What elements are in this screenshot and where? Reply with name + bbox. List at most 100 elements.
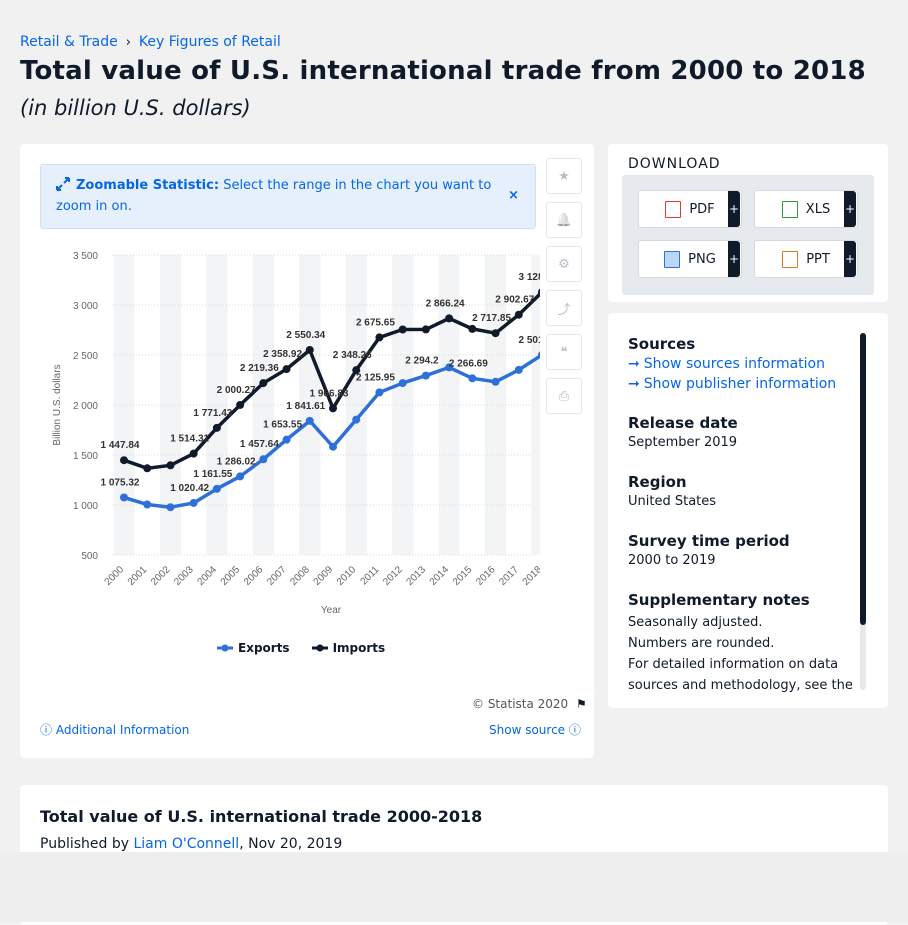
download-pdf-plus[interactable]: + — [728, 191, 740, 227]
ppt-file-icon — [782, 250, 799, 268]
imports-data-label: 2 866.24 — [426, 298, 465, 309]
breadcrumb: Retail & Trade › Key Figures of Retail — [20, 34, 281, 50]
download-ppt-label: PPT — [806, 251, 830, 267]
x-tick-label: 2006 — [242, 564, 266, 588]
imports-data-label: 1 771.43 — [193, 408, 232, 419]
imports-data-label: 2 219.36 — [240, 363, 279, 374]
exports-point — [514, 365, 523, 374]
page-header: Retail & Trade › Key Figures of Retail T… — [0, 0, 908, 155]
y-axis-label: Billion U.S. dollars — [52, 364, 63, 445]
png-file-icon — [664, 250, 681, 268]
imports-point — [514, 310, 523, 319]
statistic-info-card: Sources ➞ Show sources information ➞ Sho… — [608, 313, 888, 708]
x-tick-label: 2004 — [195, 564, 219, 588]
y-tick-label: 3 000 — [73, 301, 98, 312]
share-button[interactable]: ⤴ — [546, 290, 582, 326]
imports-point — [166, 461, 175, 470]
exports-data-label: 1 653.55 — [263, 420, 302, 431]
imports-point — [282, 365, 291, 374]
info-scroll-area[interactable]: Sources ➞ Show sources information ➞ Sho… — [628, 335, 858, 696]
x-tick-label: 2002 — [149, 564, 173, 588]
info-icon: ⓘ — [568, 723, 581, 737]
download-pdf-label: PDF — [689, 201, 715, 217]
exports-point — [282, 435, 291, 444]
release-date-heading: Release date — [628, 414, 738, 432]
show-source-link[interactable]: Show source ⓘ — [489, 721, 581, 738]
download-heading: DOWNLOAD — [628, 156, 721, 172]
imports-point — [329, 404, 337, 413]
download-xls-button[interactable]: XLS — [754, 190, 858, 228]
column-band — [299, 255, 321, 555]
copyright-notice[interactable]: © Statista 2020 ⚑ — [472, 697, 587, 711]
imports-point — [538, 288, 540, 296]
download-png-plus[interactable]: + — [728, 241, 740, 277]
imports-point — [305, 345, 314, 354]
exports-point — [375, 388, 384, 397]
legend-exports-marker — [217, 644, 233, 652]
download-xls-plus[interactable]: + — [844, 191, 856, 227]
x-tick-label: 2016 — [474, 564, 498, 588]
download-png-button[interactable]: PNG — [638, 240, 742, 278]
download-pdf-button[interactable]: PDF — [638, 190, 742, 228]
download-png-label: PNG — [688, 251, 716, 267]
chart-toolbar: ★ 🔔 ⚙ ⤴ ❝ ⎙ — [546, 158, 582, 422]
imports-point — [468, 324, 477, 333]
imports-point — [212, 423, 221, 432]
y-tick-label: 1 000 — [73, 501, 98, 512]
author-link[interactable]: Liam O'Connell — [133, 836, 240, 852]
region-heading: Region — [628, 473, 687, 491]
publication-title: Total value of U.S. international trade … — [40, 807, 483, 826]
download-card: DOWNLOAD PDF + XLS + PNG + PPT + — [608, 144, 888, 302]
print-button[interactable]: ⎙ — [546, 378, 582, 414]
breadcrumb-current-link[interactable]: Key Figures of Retail — [138, 34, 281, 50]
cite-button[interactable]: ❝ — [546, 334, 582, 370]
additional-info-label: Additional Information — [55, 723, 190, 737]
favorite-button[interactable]: ★ — [546, 158, 582, 194]
x-tick-label: 2011 — [359, 564, 382, 587]
imports-point — [421, 325, 430, 334]
settings-button[interactable]: ⚙ — [546, 246, 582, 282]
info-icon: ⓘ — [40, 723, 53, 737]
scrollbar-thumb[interactable] — [860, 333, 866, 625]
footer-band — [0, 852, 908, 922]
survey-period-value: 2000 to 2019 — [628, 553, 716, 568]
supplementary-notes-heading: Supplementary notes — [628, 591, 810, 609]
exports-data-label: 2 501.31 — [519, 335, 540, 346]
print-icon: ⎙ — [558, 388, 570, 404]
imports-point — [352, 366, 361, 375]
download-ppt-button[interactable]: PPT — [754, 240, 858, 278]
gear-icon: ⚙ — [558, 256, 570, 272]
trade-line-chart[interactable]: 500 1 000 1 500 2 000 2 500 3 000 3 500 Billion… — [40, 240, 540, 620]
exports-data-label: 2 294.2 — [405, 356, 439, 367]
imports-data-label: 2 550.34 — [286, 330, 325, 341]
legend-item-imports[interactable]: Imports — [311, 641, 385, 655]
close-icon[interactable]: × — [508, 188, 519, 203]
exports-point — [120, 493, 128, 502]
x-tick-label: 2001 — [126, 564, 150, 588]
column-band — [345, 255, 367, 555]
x-tick-label: 2000 — [103, 564, 127, 588]
column-band — [206, 255, 228, 555]
legend-item-exports[interactable]: Exports — [217, 641, 290, 655]
additional-info-link[interactable]: ⓘ Additional Information — [40, 721, 189, 738]
breadcrumb-separator: › — [125, 34, 131, 50]
pdf-file-icon — [665, 200, 682, 218]
show-sources-link[interactable]: ➞ Show sources information — [628, 356, 858, 372]
scrollbar[interactable] — [860, 333, 866, 690]
breadcrumb-parent-link[interactable]: Retail & Trade — [20, 34, 118, 50]
show-publisher-link[interactable]: ➞ Show publisher information — [628, 376, 858, 392]
imports-data-label: 2 902.67 — [495, 295, 534, 306]
exports-point — [212, 484, 221, 493]
imports-point — [120, 456, 128, 465]
xls-file-icon — [781, 200, 798, 218]
notification-button[interactable]: 🔔 — [546, 202, 582, 238]
share-icon: ⤴ — [557, 302, 571, 318]
imports-data-label: 2 358.92 — [263, 349, 302, 360]
download-options: PDF + XLS + PNG + PPT + — [622, 175, 874, 295]
exports-point — [259, 455, 268, 464]
download-xls-label: XLS — [805, 201, 831, 217]
x-tick-label: 2017 — [497, 564, 521, 588]
star-icon: ★ — [558, 168, 570, 184]
download-ppt-plus[interactable]: + — [844, 241, 856, 277]
y-tick-label: 2 000 — [73, 401, 98, 412]
